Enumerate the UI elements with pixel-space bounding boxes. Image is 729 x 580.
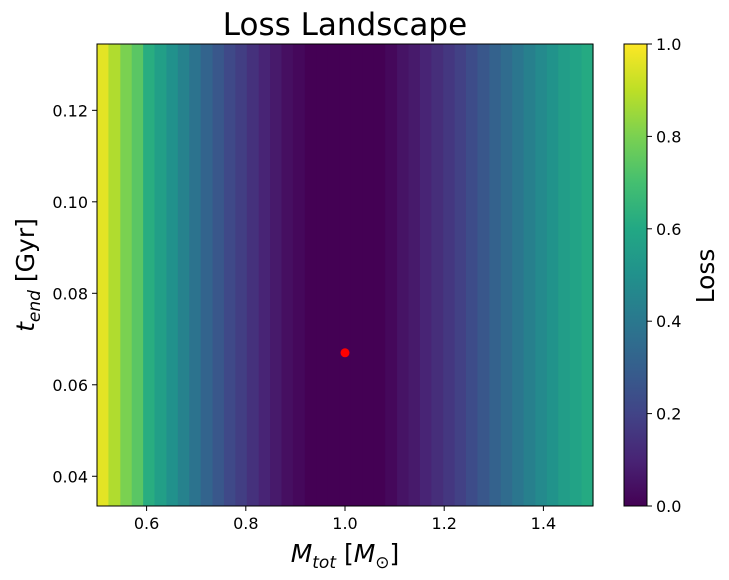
x-axis: 0.6 0.8 1.0 1.2 1.4	[134, 506, 556, 533]
heatmap-cell	[292, 44, 306, 506]
heatmap-cell	[419, 44, 432, 506]
heatmap-cell	[362, 44, 375, 506]
chart-title: Loss Landscape	[223, 7, 467, 43]
heatmap-cell	[143, 44, 156, 506]
heatmap-cell	[546, 44, 559, 506]
heatmap-cell	[431, 44, 444, 506]
heatmap-cell	[223, 44, 236, 506]
heatmap-cell	[454, 44, 467, 506]
heatmap-cell	[154, 44, 168, 506]
heatmap-cell	[443, 44, 456, 506]
marker-layer	[340, 348, 350, 358]
heatmap-cell	[189, 44, 202, 506]
colorbar-tick-label: 0.2	[656, 405, 681, 424]
colorbar-tick-label: 0.6	[656, 220, 681, 239]
y-axis: 0.04 0.06 0.08 0.10 0.12	[52, 101, 97, 486]
y-tick-label: 0.06	[52, 376, 88, 395]
heatmap-cell	[477, 44, 490, 506]
heatmap-cell	[97, 44, 110, 506]
y-axis-label: tend [Gyr]	[11, 218, 45, 332]
y-tick-label: 0.12	[52, 101, 88, 120]
heatmap-cell	[327, 44, 340, 506]
heatmap-cell	[131, 44, 144, 506]
colorbar-label: Loss	[691, 249, 720, 304]
x-tick-label: 0.8	[233, 514, 258, 533]
heatmap-cell	[466, 44, 479, 506]
colorbar: 0.0 0.2 0.4 0.6 0.8 1.0	[623, 35, 681, 516]
heatmap-cell	[523, 44, 537, 506]
x-tick-label: 1.2	[431, 514, 456, 533]
heatmap-cell	[200, 44, 214, 506]
heatmap-cell	[397, 44, 410, 506]
heatmap-cell	[500, 44, 513, 506]
heatmap-cell	[246, 44, 260, 506]
colorbar-tick-label: 1.0	[656, 35, 681, 54]
x-tick-label: 1.4	[531, 514, 556, 533]
colorbar-tick-label: 0.0	[656, 497, 681, 516]
x-axis-label: Mtot [M⊙]	[291, 539, 400, 573]
heatmap-cell	[166, 44, 179, 506]
heatmap-cell	[339, 44, 352, 506]
colorbar-gradient	[623, 43, 648, 507]
heatmap-cell	[373, 44, 386, 506]
heatmap-area	[97, 44, 594, 506]
heatmap-cell	[281, 44, 294, 506]
x-tick-label: 1.0	[332, 514, 357, 533]
heatmap-cell	[569, 44, 583, 506]
heatmap-cell	[212, 44, 225, 506]
heatmap-cell	[120, 44, 133, 506]
colorbar-tick-label: 0.4	[656, 312, 681, 331]
y-tick-label: 0.08	[52, 284, 88, 303]
heatmap-cell	[512, 44, 525, 506]
heatmap-cell	[270, 44, 283, 506]
heatmap-cell	[408, 44, 421, 506]
heatmap-cell	[108, 44, 121, 506]
colorbar-tick-label: 0.8	[656, 127, 681, 146]
x-tick-label: 0.6	[134, 514, 159, 533]
heatmap-cell	[385, 44, 398, 506]
heatmap-cell	[535, 44, 548, 506]
heatmap-cell	[350, 44, 363, 506]
heatmap-cell	[581, 44, 594, 506]
heatmap-cell	[316, 44, 329, 506]
y-tick-label: 0.10	[52, 193, 88, 212]
optimum-marker	[340, 348, 350, 358]
heatmap-cell	[258, 44, 271, 506]
heatmap-cell	[235, 44, 248, 506]
heatmap-cell	[177, 44, 190, 506]
y-tick-label: 0.04	[52, 467, 88, 486]
heatmap-cell	[304, 44, 317, 506]
heatmap-cell	[489, 44, 502, 506]
heatmap-cell	[558, 44, 571, 506]
